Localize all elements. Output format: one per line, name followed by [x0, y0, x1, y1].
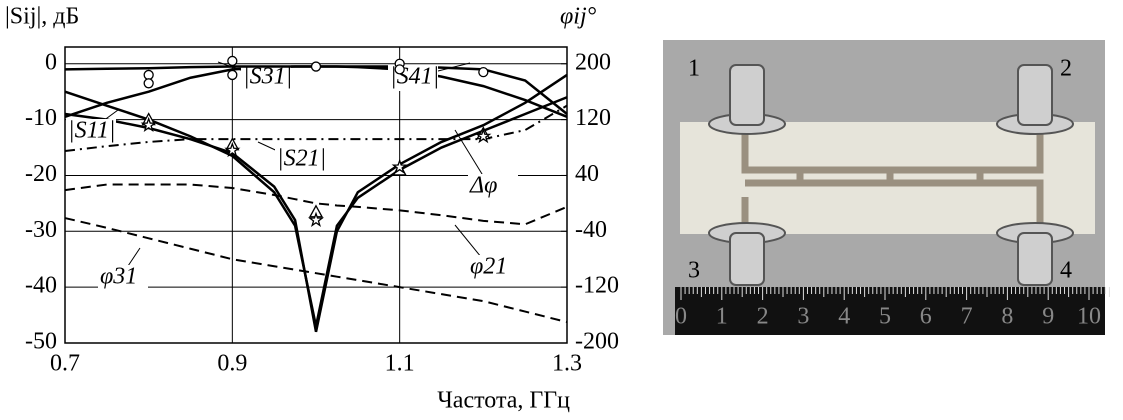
marker-star: [475, 127, 492, 144]
y2-tick-label: -120: [575, 273, 619, 299]
ruler-number: 2: [757, 304, 769, 330]
y2-tick-label: 200: [575, 49, 611, 75]
marker-star: [307, 211, 325, 227]
y2-axis-label: φij°: [560, 4, 597, 30]
photo: 0 1 2 3 4 5 6 7 8 9 10: [663, 40, 1110, 335]
y-tick-label: -20: [25, 161, 57, 187]
label-bg: [241, 65, 291, 91]
series-line: [64, 104, 568, 153]
y2-tick-label: -40: [575, 217, 607, 243]
ruler-number: 10: [1077, 304, 1101, 330]
marker-circle: [394, 64, 405, 75]
ruler-number: 7: [961, 304, 973, 330]
series-label: |S11|: [68, 118, 115, 144]
connectors: [708, 64, 1074, 286]
series-label: |S31|: [243, 64, 292, 90]
marker-circle: [227, 55, 238, 67]
marker-circle: [310, 61, 322, 72]
marker-circle: [143, 78, 154, 89]
label-bg: [468, 255, 518, 281]
y-tick-label: -40: [25, 273, 57, 299]
ruler-number: 5: [879, 304, 891, 330]
ruler-number: 8: [1001, 304, 1013, 330]
label-bg: [275, 147, 325, 173]
series-line: [64, 65, 568, 115]
series-line: [64, 183, 568, 226]
port-label: 1: [688, 56, 700, 82]
x-tick-label: 0.7: [50, 351, 80, 377]
y2-tick-label: -200: [575, 329, 619, 355]
x-tick-label: 0.9: [217, 351, 247, 377]
ruler-ticks: 0 1 2 3 4 5 6 7 8 9 10: [675, 287, 1110, 330]
y-axis-label: |Sij|, дБ: [5, 4, 79, 30]
series-line: [64, 90, 568, 327]
ruler-number: 6: [920, 304, 932, 330]
series-line: [64, 65, 568, 118]
marker-circle: [227, 69, 238, 81]
marker-star: [224, 141, 241, 158]
x-tick-label: 1.1: [385, 351, 415, 377]
marker-circle: [478, 66, 489, 78]
ruler-number: 4: [838, 304, 850, 330]
ruler-number: 3: [797, 304, 809, 330]
traces: [741, 130, 1044, 230]
marker-star: [140, 116, 157, 133]
y2-tick-label: 40: [575, 161, 599, 187]
ruler-number: 0: [675, 304, 687, 330]
series-label: φ21: [470, 254, 507, 280]
y2-tick-label: 120: [575, 105, 611, 131]
y-tick-label: -10: [25, 105, 57, 131]
series-label: φ31: [100, 264, 137, 290]
ruler-number: 1: [716, 304, 728, 330]
port-label: 4: [1060, 258, 1072, 284]
y-tick-label: -50: [25, 329, 57, 355]
x-tick-label: 1.3: [552, 351, 582, 377]
label-bg: [98, 265, 148, 291]
series-label: Δφ: [469, 173, 497, 199]
marker-star: [391, 158, 408, 174]
y-tick-label: -30: [25, 217, 57, 243]
x-axis-label: Частота, ГГц: [437, 388, 570, 414]
port-label: 2: [1060, 56, 1072, 82]
series-label: |S21|: [277, 146, 326, 172]
label-bg: [66, 119, 116, 145]
label-bg: [468, 174, 518, 200]
series-line: [64, 73, 568, 333]
ruler-number: 9: [1042, 304, 1054, 330]
port-label: 3: [688, 258, 700, 284]
marker-circle: [143, 69, 154, 81]
y-tick-label: 0: [45, 49, 57, 75]
series-line: [64, 217, 568, 324]
ruler: [675, 287, 1105, 335]
